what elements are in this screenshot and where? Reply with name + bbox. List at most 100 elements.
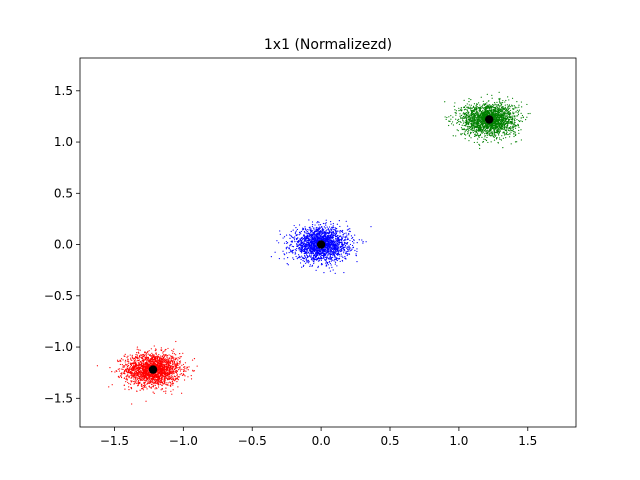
data-point (322, 249, 324, 251)
data-point (468, 101, 470, 103)
data-point (345, 246, 347, 248)
data-point (327, 235, 329, 238)
data-point (330, 252, 332, 254)
data-point (335, 259, 337, 261)
data-point (127, 369, 129, 371)
data-point (325, 231, 327, 233)
data-point (348, 245, 350, 247)
data-point (139, 366, 141, 368)
data-point (327, 232, 329, 234)
data-point (300, 237, 302, 240)
data-point (138, 364, 140, 366)
data-point (156, 382, 158, 385)
data-point (302, 246, 304, 249)
data-point (454, 102, 456, 104)
data-point (168, 377, 170, 379)
data-point (505, 116, 507, 118)
data-point (148, 385, 150, 387)
data-point (137, 358, 139, 360)
data-point (137, 360, 139, 362)
data-point (135, 363, 137, 365)
data-point (274, 251, 276, 253)
data-point (492, 103, 494, 106)
data-point (150, 375, 152, 377)
data-point (345, 235, 347, 238)
data-point (301, 247, 303, 249)
data-point (164, 379, 167, 381)
data-point (146, 388, 148, 390)
data-point (152, 358, 154, 360)
data-point (136, 354, 139, 356)
data-point (137, 384, 139, 386)
data-point (299, 243, 302, 245)
data-point (349, 243, 352, 246)
data-point (339, 250, 341, 252)
data-point (135, 373, 137, 375)
data-point (123, 377, 125, 379)
data-point (310, 234, 312, 236)
data-point (137, 367, 139, 370)
data-point (126, 356, 128, 358)
data-point (334, 258, 336, 260)
data-point (353, 239, 355, 241)
data-point (142, 389, 145, 391)
data-point (362, 242, 364, 244)
data-point (303, 252, 305, 254)
data-point (320, 264, 323, 266)
data-point (346, 254, 348, 257)
data-point (327, 253, 329, 255)
data-point (172, 365, 175, 368)
data-point (175, 364, 177, 366)
data-point (336, 231, 338, 233)
data-point (178, 367, 181, 369)
data-point (164, 350, 166, 352)
data-point (141, 385, 143, 388)
data-point (313, 255, 315, 257)
data-point (306, 247, 308, 249)
data-point (133, 380, 135, 383)
data-point (157, 377, 159, 379)
data-point (334, 231, 337, 233)
data-point (135, 378, 137, 380)
data-point (141, 371, 143, 373)
data-point (155, 373, 157, 376)
data-point (163, 366, 165, 368)
data-point (137, 379, 140, 382)
data-point (153, 345, 155, 347)
data-point (309, 250, 311, 252)
data-point (133, 367, 135, 369)
data-point (134, 382, 136, 385)
data-point (170, 356, 173, 358)
data-point (165, 359, 167, 362)
data-point (328, 243, 331, 246)
data-point (154, 379, 156, 381)
data-point (310, 252, 313, 254)
data-point (133, 357, 135, 359)
data-point (120, 376, 123, 379)
data-point (511, 129, 513, 132)
data-point (155, 387, 157, 389)
data-point (313, 262, 315, 265)
data-point (518, 106, 520, 108)
data-point (328, 229, 330, 231)
data-point (334, 263, 336, 265)
data-point (148, 354, 151, 356)
data-point (172, 356, 174, 359)
data-point (467, 115, 469, 117)
data-point (145, 373, 147, 376)
data-point (128, 389, 130, 391)
data-point (128, 360, 130, 363)
data-point (164, 375, 166, 378)
data-point (156, 370, 159, 372)
data-point (331, 236, 333, 239)
data-point (171, 393, 173, 395)
data-point (163, 358, 165, 361)
data-point (342, 236, 344, 238)
data-point (348, 232, 350, 235)
data-point (349, 247, 351, 249)
data-point (311, 224, 314, 226)
data-point (139, 372, 142, 374)
data-point (156, 356, 159, 358)
data-point (304, 262, 307, 264)
data-point (335, 248, 337, 250)
